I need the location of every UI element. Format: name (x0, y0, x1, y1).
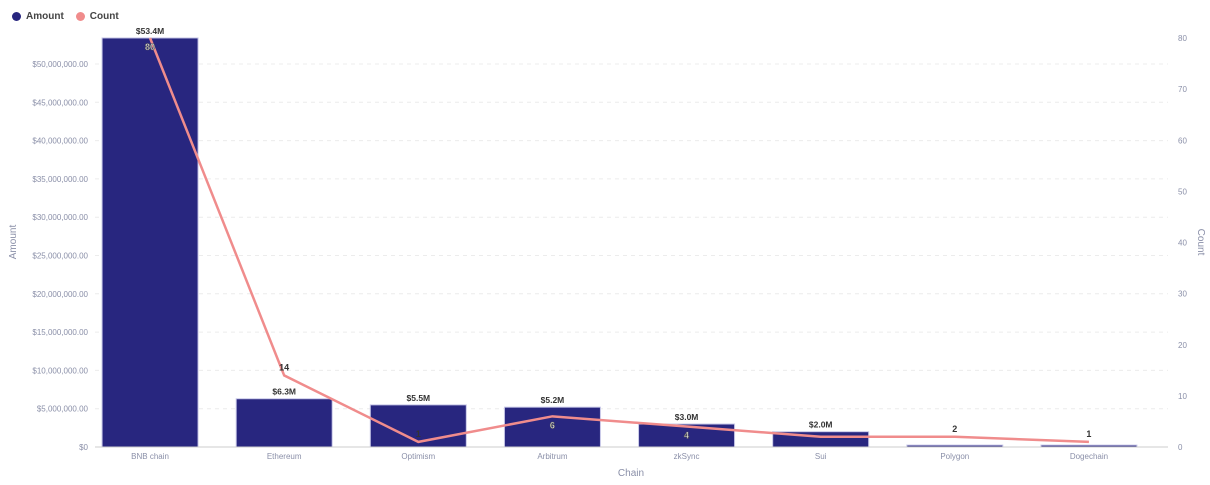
y-tick-label: $40,000,000.00 (32, 137, 88, 146)
legend-item-amount[interactable]: Amount (12, 11, 64, 22)
legend-item-count[interactable]: Count (75, 11, 119, 22)
count-data-label: 1 (1086, 429, 1091, 439)
bar-bnb-chain (101, 37, 199, 448)
count-legend-marker (75, 12, 85, 21)
count-data-label: 14 (279, 362, 289, 372)
x-tick-label: zkSync (674, 452, 700, 461)
x-tick-label: BNB chain (131, 452, 169, 461)
y-tick-label: $25,000,000.00 (32, 252, 88, 261)
count-data-label: 1 (416, 429, 421, 439)
amount-legend-marker (12, 12, 21, 21)
bar-ethereum (235, 398, 333, 448)
y-tick-label: $35,000,000.00 (32, 175, 88, 184)
y-tick-label: $50,000,000.00 (32, 60, 88, 69)
y-tick-label: $5,000,000.00 (37, 405, 89, 414)
y2-tick-label: 30 (1178, 290, 1187, 299)
y2-tick-label: 80 (1178, 34, 1187, 43)
y-tick-label: $20,000,000.00 (32, 290, 88, 299)
y2-tick-label: 50 (1178, 187, 1187, 196)
bar-data-label: $53.4M (136, 26, 164, 36)
count-data-label: 2 (952, 424, 957, 434)
y-tick-label: $10,000,000.00 (32, 366, 88, 375)
y2-tick-label: 40 (1178, 239, 1187, 248)
y2-tick-label: 0 (1178, 443, 1183, 452)
y2-tick-label: 60 (1178, 136, 1187, 145)
legend-label: Amount (26, 11, 64, 22)
count-data-label: 4 (684, 431, 689, 441)
y2-tick-label: 20 (1178, 341, 1187, 350)
y-tick-label: $15,000,000.00 (32, 328, 88, 337)
bar-data-label: $5.2M (541, 395, 565, 405)
count-data-label: 6 (550, 420, 555, 430)
x-tick-label: Dogechain (1070, 452, 1108, 461)
y-tick-label: $45,000,000.00 (32, 98, 88, 107)
x-tick-label: Sui (815, 452, 827, 461)
bar-data-label: $6.3M (272, 387, 296, 397)
count-data-label: 80 (145, 42, 155, 52)
x-tick-label: Optimism (401, 452, 435, 461)
x-axis-title: Chain (618, 468, 644, 479)
legend: Amount Count (12, 11, 119, 22)
y-tick-label: $0 (79, 443, 88, 452)
y2-tick-label: 10 (1178, 392, 1187, 401)
x-tick-label: Polygon (940, 452, 969, 461)
y-tick-label: $30,000,000.00 (32, 213, 88, 222)
bar-data-label: $5.5M (407, 393, 431, 403)
y2-tick-label: 70 (1178, 85, 1187, 94)
legend-label: Count (89, 11, 119, 22)
y-axis-title: Amount (8, 225, 19, 260)
x-tick-label: Ethereum (267, 452, 302, 461)
bar-data-label: $3.0M (675, 412, 699, 422)
y2-axis-title: Count (1195, 229, 1206, 256)
bar-data-label: $2.0M (809, 420, 833, 430)
x-tick-label: Arbitrum (537, 452, 568, 461)
count-line (148, 37, 1089, 444)
